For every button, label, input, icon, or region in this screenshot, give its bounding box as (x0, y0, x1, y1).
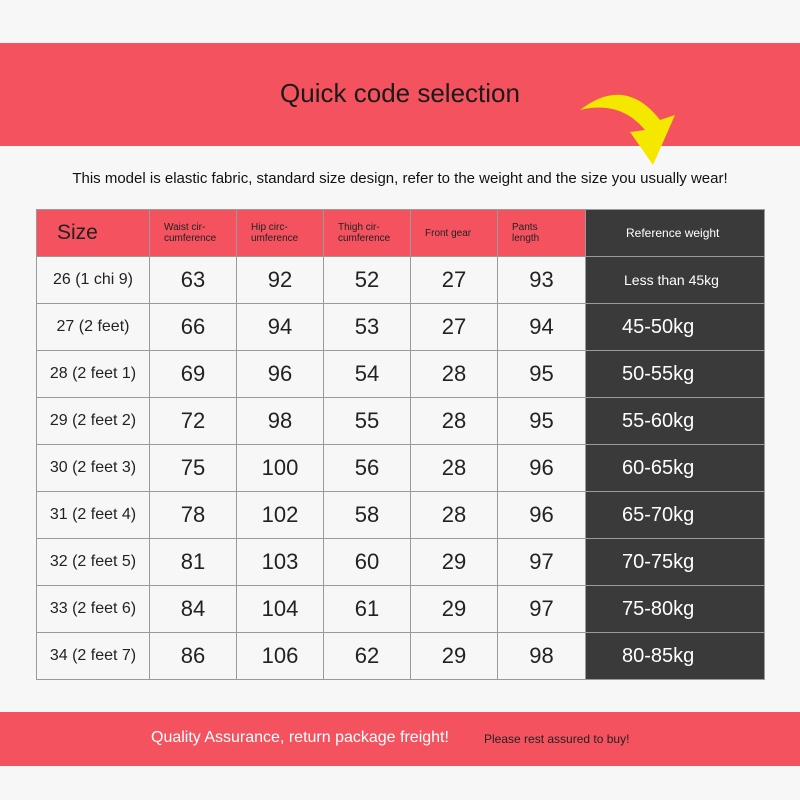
column-header: Thigh cir- cumference (323, 209, 411, 257)
arrow-icon (580, 94, 675, 165)
size-chart-table: Size Waist cir- cumference Hip circ- umfer… (36, 209, 765, 680)
measurement-cell: 29 (410, 538, 498, 586)
measurement-cell: 29 (410, 632, 498, 680)
size-cell: 28 (2 feet 1) (36, 350, 150, 398)
table-row: 31 (2 feet 4) 78 102 58 28 96 65-70kg (36, 491, 765, 539)
measurement-cell: 27 (410, 303, 498, 351)
subtitle: This model is elastic fabric, standard s… (72, 170, 728, 187)
table-row: 30 (2 feet 3) 75 100 56 28 96 60-65kg (36, 444, 765, 492)
rest-assured-text: Please rest assured to buy! (484, 732, 630, 746)
measurement-cell: 56 (323, 444, 411, 492)
measurement-cell: 54 (323, 350, 411, 398)
table-row: 28 (2 feet 1) 69 96 54 28 95 50-55kg (36, 350, 765, 398)
measurement-cell: 94 (236, 303, 324, 351)
size-cell: 32 (2 feet 5) (36, 538, 150, 586)
measurement-cell: 97 (497, 585, 586, 633)
column-header: Waist cir- cumference (149, 209, 237, 257)
column-header: Front gear (410, 209, 498, 257)
size-cell: 33 (2 feet 6) (36, 585, 150, 633)
measurement-cell: 100 (236, 444, 324, 492)
weight-cell: 55-60kg (585, 397, 765, 445)
measurement-cell: 58 (323, 491, 411, 539)
measurement-cell: 28 (410, 397, 498, 445)
measurement-cell: 92 (236, 256, 324, 304)
weight-cell: 60-65kg (585, 444, 765, 492)
column-header: Hip circ- umference (236, 209, 324, 257)
measurement-cell: 72 (149, 397, 237, 445)
measurement-cell: 84 (149, 585, 237, 633)
measurement-cell: 28 (410, 444, 498, 492)
size-cell: 26 (1 chi 9) (36, 256, 150, 304)
column-header: Size (36, 209, 150, 257)
column-header: Pants length (497, 209, 586, 257)
measurement-cell: 106 (236, 632, 324, 680)
measurement-cell: 96 (236, 350, 324, 398)
table-row: 26 (1 chi 9) 63 92 52 27 93 Less than 45kg (36, 256, 765, 304)
measurement-cell: 27 (410, 256, 498, 304)
weight-cell: 45-50kg (585, 303, 765, 351)
measurement-cell: 62 (323, 632, 411, 680)
measurement-cell: 95 (497, 397, 586, 445)
size-cell: 34 (2 feet 7) (36, 632, 150, 680)
weight-cell: 50-55kg (585, 350, 765, 398)
column-header: Reference weight (585, 209, 765, 257)
weight-cell: 80-85kg (585, 632, 765, 680)
measurement-cell: 93 (497, 256, 586, 304)
measurement-cell: 103 (236, 538, 324, 586)
measurement-cell: 98 (236, 397, 324, 445)
size-cell: 27 (2 feet) (36, 303, 150, 351)
measurement-cell: 96 (497, 491, 586, 539)
measurement-cell: 104 (236, 585, 324, 633)
header-row: Size Waist cir- cumference Hip circ- umfer… (36, 209, 765, 257)
weight-cell: 70-75kg (585, 538, 765, 586)
measurement-cell: 60 (323, 538, 411, 586)
measurement-cell: 28 (410, 491, 498, 539)
table-row: 34 (2 feet 7) 86 106 62 29 98 80-85kg (36, 632, 765, 680)
measurement-cell: 78 (149, 491, 237, 539)
measurement-cell: 75 (149, 444, 237, 492)
measurement-cell: 28 (410, 350, 498, 398)
measurement-cell: 102 (236, 491, 324, 539)
quality-assurance-text: Quality Assurance, return package freigh… (151, 729, 449, 746)
measurement-cell: 69 (149, 350, 237, 398)
measurement-cell: 29 (410, 585, 498, 633)
weight-cell: Less than 45kg (585, 256, 765, 304)
measurement-cell: 55 (323, 397, 411, 445)
measurement-cell: 66 (149, 303, 237, 351)
page-title: Quick code selection (280, 78, 520, 108)
table-row: 29 (2 feet 2) 72 98 55 28 95 55-60kg (36, 397, 765, 445)
size-cell: 30 (2 feet 3) (36, 444, 150, 492)
measurement-cell: 86 (149, 632, 237, 680)
table-row: 33 (2 feet 6) 84 104 61 29 97 75-80kg (36, 585, 765, 633)
weight-cell: 65-70kg (585, 491, 765, 539)
footer-banner (0, 712, 800, 766)
weight-cell: 75-80kg (585, 585, 765, 633)
measurement-cell: 94 (497, 303, 586, 351)
measurement-cell: 53 (323, 303, 411, 351)
table-row: 27 (2 feet) 66 94 53 27 94 45-50kg (36, 303, 765, 351)
size-cell: 31 (2 feet 4) (36, 491, 150, 539)
measurement-cell: 61 (323, 585, 411, 633)
measurement-cell: 98 (497, 632, 586, 680)
size-cell: 29 (2 feet 2) (36, 397, 150, 445)
measurement-cell: 81 (149, 538, 237, 586)
measurement-cell: 96 (497, 444, 586, 492)
table-row: 32 (2 feet 5) 81 103 60 29 97 70-75kg (36, 538, 765, 586)
measurement-cell: 52 (323, 256, 411, 304)
measurement-cell: 63 (149, 256, 237, 304)
measurement-cell: 97 (497, 538, 586, 586)
measurement-cell: 95 (497, 350, 586, 398)
